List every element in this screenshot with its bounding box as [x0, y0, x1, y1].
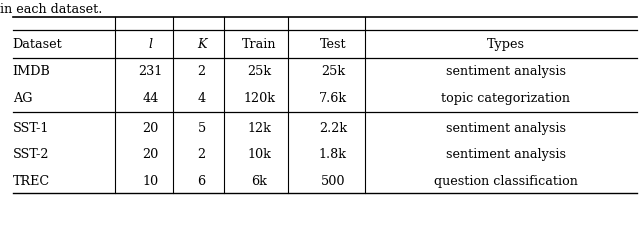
Text: 500: 500 — [321, 174, 345, 187]
Text: 6k: 6k — [252, 174, 267, 187]
Text: 12k: 12k — [247, 121, 271, 134]
Text: Train: Train — [242, 38, 276, 51]
Text: Types: Types — [486, 38, 525, 51]
Text: 1.8k: 1.8k — [319, 147, 347, 161]
Text: 25k: 25k — [247, 65, 271, 78]
Text: 10: 10 — [142, 174, 159, 187]
Text: Test: Test — [319, 38, 346, 51]
Text: AG: AG — [13, 91, 32, 104]
Text: sentiment analysis: sentiment analysis — [445, 121, 566, 134]
Text: 5: 5 — [198, 121, 205, 134]
Text: IMDB: IMDB — [13, 65, 51, 78]
Text: 25k: 25k — [321, 65, 345, 78]
Text: SST-2: SST-2 — [13, 147, 49, 161]
Text: 2: 2 — [198, 65, 205, 78]
Text: 20: 20 — [142, 121, 159, 134]
Text: TREC: TREC — [13, 174, 50, 187]
Text: 20: 20 — [142, 147, 159, 161]
Text: 231: 231 — [138, 65, 163, 78]
Text: 6: 6 — [198, 174, 205, 187]
Text: 10k: 10k — [247, 147, 271, 161]
Text: SST-1: SST-1 — [13, 121, 49, 134]
Text: in each dataset.: in each dataset. — [0, 3, 102, 16]
Text: 2: 2 — [198, 147, 205, 161]
Text: 44: 44 — [142, 91, 159, 104]
Text: 4: 4 — [198, 91, 205, 104]
Text: sentiment analysis: sentiment analysis — [445, 65, 566, 78]
Text: sentiment analysis: sentiment analysis — [445, 147, 566, 161]
Text: question classification: question classification — [434, 174, 577, 187]
Text: 120k: 120k — [243, 91, 275, 104]
Text: K: K — [197, 38, 206, 51]
Text: l: l — [148, 38, 152, 51]
Text: Dataset: Dataset — [13, 38, 63, 51]
Text: 7.6k: 7.6k — [319, 91, 347, 104]
Text: topic categorization: topic categorization — [441, 91, 570, 104]
Text: 2.2k: 2.2k — [319, 121, 347, 134]
